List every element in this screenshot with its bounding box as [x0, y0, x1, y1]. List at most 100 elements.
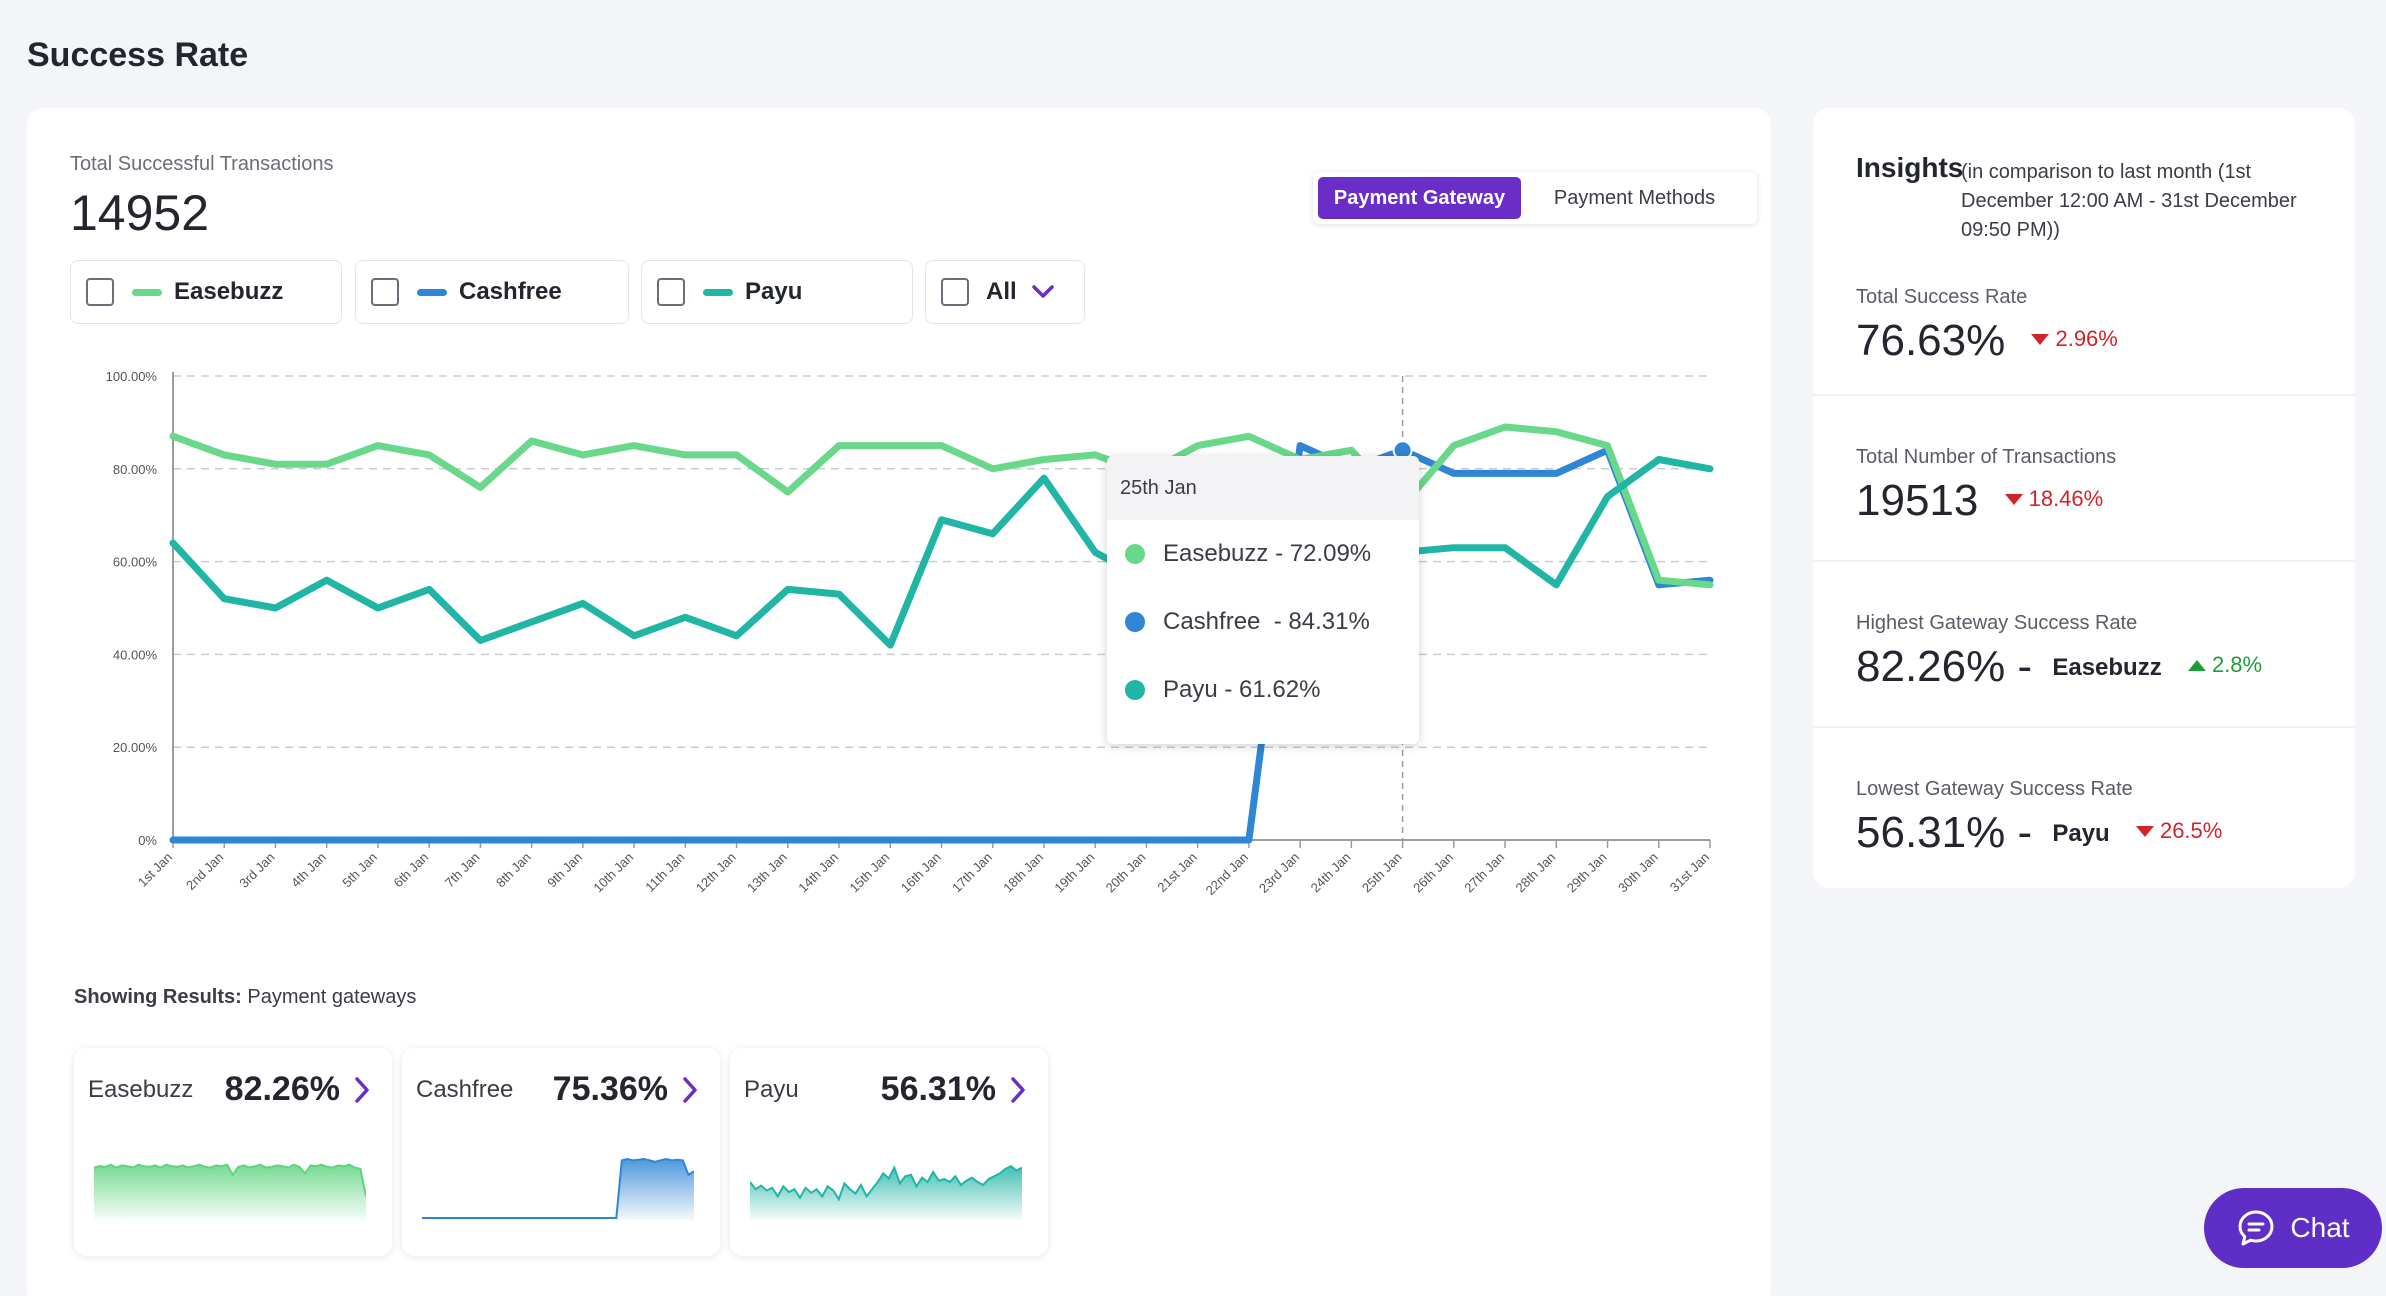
- payu-swatch: [703, 288, 733, 296]
- easebuzz-swatch: [132, 288, 162, 296]
- insight-delta-value: 18.46%: [2028, 486, 2104, 511]
- sparkline-area: [94, 1164, 366, 1220]
- x-tick-label: 27th Jan: [1461, 850, 1507, 896]
- insight-delta: 18.46%: [2004, 486, 2104, 511]
- showing-results: Showing Results: Payment gateways: [74, 986, 416, 1009]
- down-arrow-icon: [2031, 334, 2050, 345]
- y-tick-label: 40.00%: [113, 647, 158, 662]
- down-arrow-icon: [2135, 826, 2154, 837]
- filter-easebuzz-label: Easebuzz: [174, 278, 284, 305]
- insight-value-row: 82.26% - Easebuzz 2.8%: [1856, 642, 2262, 692]
- insight-highest-gateway: Highest Gateway Success Rate 82.26% - Ea…: [1813, 560, 2355, 726]
- filter-all-dropdown[interactable]: All: [925, 260, 1085, 324]
- filter-payu[interactable]: Payu: [641, 260, 913, 324]
- insights-subtitle: (in comparison to last month (1st Decemb…: [1961, 161, 2297, 241]
- up-arrow-icon: [2187, 660, 2206, 671]
- x-tick-label: 2nd Jan: [183, 850, 226, 893]
- showing-results-value: Payment gateways: [247, 986, 417, 1008]
- tooltip-row-payu: Payu - 61.62%: [1107, 656, 1419, 724]
- gateway-card-payu[interactable]: Payu 56.31%: [730, 1048, 1048, 1256]
- x-tick-label: 5th Jan: [339, 850, 380, 891]
- insight-delta: 2.96%: [2031, 326, 2118, 351]
- all-checkbox[interactable]: [941, 278, 969, 306]
- gateway-rate: 82.26%: [224, 1070, 340, 1108]
- insight-value: 19513: [1856, 476, 1979, 525]
- easebuzz-sparkline: [94, 1163, 366, 1220]
- tooltip-row-cashfree: Cashfree - 84.31%: [1107, 588, 1419, 656]
- x-tick-label: 15th Jan: [847, 850, 893, 896]
- x-tick-label: 8th Jan: [493, 850, 534, 891]
- insight-delta-value: 2.8%: [2211, 652, 2263, 677]
- filter-cashfree[interactable]: Cashfree: [355, 260, 629, 324]
- success-rate-line-chart: 0% 20.00% 40.00% 60.00% 80.00% 100.00% 1st Jan…: [106, 369, 1714, 898]
- gateway-rate: 56.31%: [880, 1070, 996, 1108]
- chat-bubble-icon: [2238, 1210, 2274, 1246]
- filter-easebuzz[interactable]: Easebuzz: [70, 260, 342, 324]
- chevron-right-icon[interactable]: [354, 1076, 370, 1104]
- filter-payu-label: Payu: [745, 278, 803, 305]
- x-tick-label: 29th Jan: [1564, 850, 1610, 896]
- down-arrow-icon: [2004, 494, 2023, 505]
- insight-gateway: Payu: [2052, 820, 2110, 847]
- total-successful-value: 14952: [70, 185, 210, 241]
- insight-gateway: Easebuzz: [2052, 654, 2162, 681]
- chevron-right-icon[interactable]: [682, 1076, 698, 1104]
- insight-delta: 2.8%: [2187, 652, 2263, 677]
- y-tick-label: 100.00%: [106, 369, 158, 384]
- gateway-card-easebuzz[interactable]: Easebuzz 82.26%: [74, 1048, 392, 1256]
- payu-checkbox[interactable]: [657, 278, 685, 306]
- payment-methods-tab[interactable]: Payment Methods: [1553, 186, 1716, 209]
- tooltip-date: 25th Jan: [1107, 456, 1419, 520]
- x-tick-label: 7th Jan: [442, 850, 483, 891]
- x-tick-label: 17th Jan: [949, 850, 995, 896]
- gateway-card-cashfree[interactable]: Cashfree 75.36%: [402, 1048, 720, 1256]
- easebuzz-checkbox[interactable]: [86, 278, 114, 306]
- cashfree-swatch: [417, 288, 447, 296]
- tooltip-cashfree-text: Cashfree - 84.31%: [1163, 608, 1370, 635]
- chat-label: Chat: [2290, 1212, 2350, 1243]
- insight-label: Lowest Gateway Success Rate: [1856, 778, 2133, 800]
- x-tick-label: 26th Jan: [1410, 850, 1456, 896]
- chat-button[interactable]: Chat: [2204, 1188, 2382, 1268]
- success-rate-card: Total Successful Transactions 14952 Paym…: [27, 108, 1771, 1296]
- cashfree-dot-icon: [1125, 612, 1145, 632]
- x-tick-label: 21st Jan: [1154, 850, 1199, 895]
- chevron-right-icon[interactable]: [1010, 1076, 1026, 1104]
- series-line-payu: [169, 456, 1714, 649]
- x-tick-label: 10th Jan: [590, 850, 636, 896]
- x-tick-label: 13th Jan: [744, 850, 790, 896]
- payu-sparkline: [750, 1165, 1022, 1220]
- x-tick-label: 18th Jan: [1000, 850, 1046, 896]
- filter-cashfree-label: Cashfree: [459, 278, 562, 305]
- y-tick-label: 0%: [138, 833, 157, 848]
- x-tick-label: 11th Jan: [642, 850, 687, 895]
- x-tick-label: 19th Jan: [1051, 850, 1097, 896]
- x-tick-label: 9th Jan: [544, 850, 585, 891]
- x-tick-label: 23rd Jan: [1256, 850, 1302, 896]
- y-tick-label: 60.00%: [113, 555, 158, 570]
- gateway-rate: 75.36%: [552, 1070, 668, 1108]
- y-tick-label: 80.00%: [113, 462, 158, 477]
- insight-total-success-rate: Total Success Rate 76.63% 2.96%: [1813, 286, 2355, 452]
- showing-results-label: Showing Results:: [74, 986, 242, 1008]
- x-tick-label: 20th Jan: [1103, 850, 1149, 896]
- insight-value: 82.26% -: [1856, 642, 2033, 691]
- x-tick-label: 31st Jan: [1667, 850, 1712, 895]
- payment-gateway-tab[interactable]: Payment Gateway: [1318, 177, 1521, 219]
- sparkline-area: [750, 1166, 1022, 1220]
- tooltip-row-easebuzz: Easebuzz - 72.09%: [1107, 520, 1419, 588]
- x-tick-label: 25th Jan: [1359, 850, 1405, 896]
- series-line-cashfree: [169, 442, 1714, 844]
- x-tick-label: 30th Jan: [1615, 850, 1661, 896]
- x-tick-label: 6th Jan: [391, 850, 432, 891]
- cashfree-checkbox[interactable]: [371, 278, 399, 306]
- x-tick-label: 16th Jan: [898, 850, 944, 896]
- insight-delta-value: 2.96%: [2055, 326, 2118, 351]
- insight-value: 76.63%: [1856, 316, 2006, 365]
- insights-title: Insights: [1856, 152, 1964, 183]
- series-line-easebuzz: [169, 423, 1714, 589]
- cashfree-sparkline: [422, 1157, 694, 1220]
- insight-value-row: 56.31% - Payu 26.5%: [1856, 808, 2222, 858]
- chevron-down-icon: [1031, 285, 1054, 298]
- easebuzz-dot-icon: [1125, 544, 1145, 564]
